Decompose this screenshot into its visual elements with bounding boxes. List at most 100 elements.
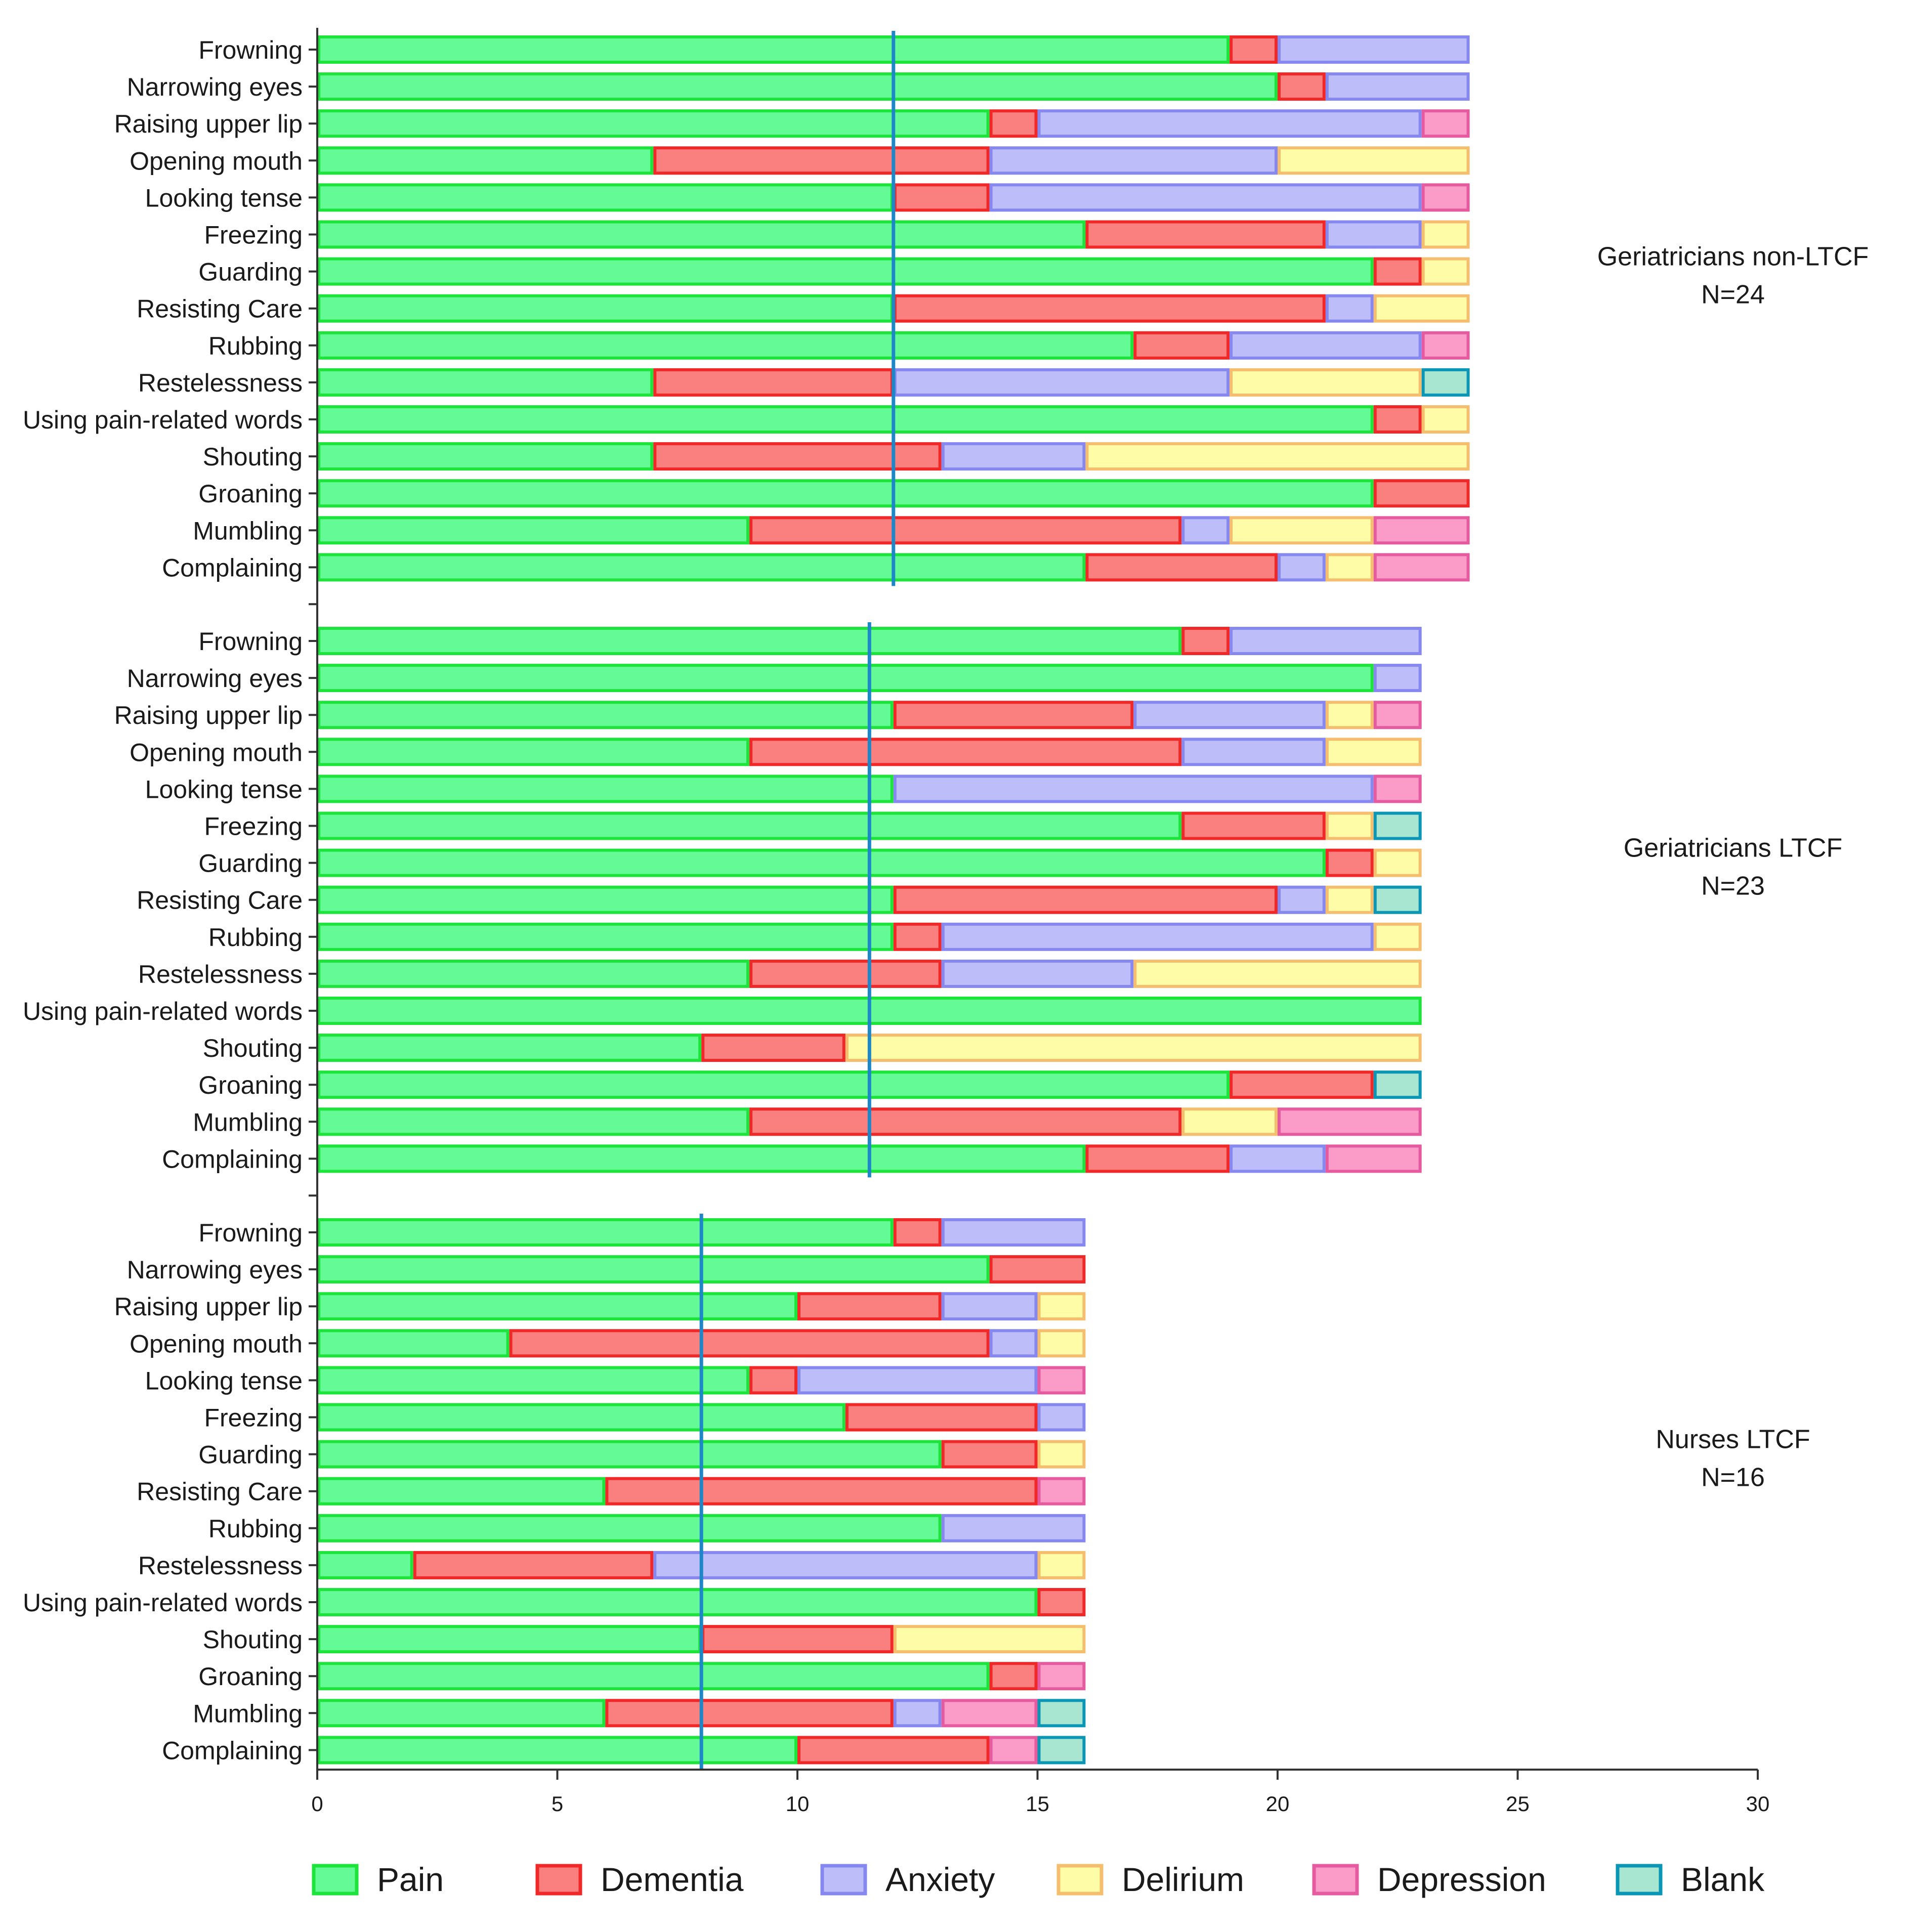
bar-anxiety-nurses-ltcf-rubbing bbox=[941, 1514, 1086, 1542]
bar-depression-geriatricians-non-ltcf-raising-upper-lip bbox=[1421, 109, 1470, 138]
bar-anxiety-geriatricians-non-ltcf-looking-tense bbox=[989, 183, 1422, 212]
bar-pain-nurses-ltcf-shouting bbox=[317, 1625, 702, 1654]
legend-swatch-pain bbox=[312, 1864, 359, 1896]
x-tick-label-30: 30 bbox=[1746, 1792, 1770, 1816]
bar-pain-geriatricians-ltcf-raising-upper-lip bbox=[317, 701, 894, 729]
bar-delirium-geriatricians-ltcf-freezing bbox=[1325, 811, 1374, 840]
bar-delirium-geriatricians-ltcf-restelessness bbox=[1133, 959, 1422, 988]
bar-dementia-geriatricians-non-ltcf-complaining bbox=[1085, 553, 1278, 582]
bar-delirium-geriatricians-non-ltcf-shouting bbox=[1085, 442, 1470, 471]
bar-anxiety-geriatricians-non-ltcf-resisting-care bbox=[1325, 294, 1374, 323]
category-label-nurses-ltcf-freezing: Freezing bbox=[204, 1404, 303, 1432]
bar-pain-geriatricians-non-ltcf-opening-mouth bbox=[317, 146, 654, 175]
bar-anxiety-geriatricians-non-ltcf-frowning bbox=[1278, 35, 1470, 64]
bar-blank-geriatricians-ltcf-groaning bbox=[1373, 1070, 1422, 1099]
bar-dementia-geriatricians-ltcf-rubbing bbox=[893, 922, 942, 951]
bar-delirium-geriatricians-ltcf-guarding bbox=[1373, 848, 1422, 877]
category-label-geriatricians-non-ltcf-groaning: Groaning bbox=[198, 480, 303, 508]
bar-pain-geriatricians-non-ltcf-guarding bbox=[317, 257, 1374, 286]
bar-dementia-geriatricians-ltcf-raising-upper-lip bbox=[893, 701, 1134, 729]
category-label-nurses-ltcf-rubbing: Rubbing bbox=[208, 1515, 303, 1543]
category-label-nurses-ltcf-restelessness: Restelessness bbox=[138, 1552, 303, 1580]
bar-pain-geriatricians-non-ltcf-narrowing-eyes bbox=[317, 72, 1278, 101]
category-label-geriatricians-non-ltcf-raising-upper-lip: Raising upper lip bbox=[114, 110, 303, 138]
bar-anxiety-geriatricians-non-ltcf-narrowing-eyes bbox=[1325, 72, 1470, 101]
bar-pain-geriatricians-ltcf-freezing bbox=[317, 811, 1182, 840]
bar-dementia-geriatricians-non-ltcf-restelessness bbox=[653, 368, 894, 397]
bar-anxiety-geriatricians-ltcf-frowning bbox=[1230, 627, 1422, 655]
bar-depression-nurses-ltcf-complaining bbox=[989, 1736, 1038, 1765]
bars-layer bbox=[317, 35, 1470, 1765]
category-label-geriatricians-non-ltcf-frowning: Frowning bbox=[198, 36, 303, 64]
bar-dementia-geriatricians-ltcf-frowning bbox=[1181, 627, 1230, 655]
group-size-nurses-ltcf: N=16 bbox=[1701, 1463, 1765, 1492]
group-label-nurses-ltcf: Nurses LTCF bbox=[1656, 1425, 1810, 1454]
category-label-geriatricians-ltcf-narrowing-eyes: Narrowing eyes bbox=[127, 664, 303, 693]
bar-dementia-nurses-ltcf-raising-upper-lip bbox=[797, 1292, 942, 1321]
bar-delirium-geriatricians-ltcf-opening-mouth bbox=[1325, 738, 1422, 766]
bar-depression-nurses-ltcf-looking-tense bbox=[1037, 1366, 1086, 1395]
bar-anxiety-nurses-ltcf-raising-upper-lip bbox=[941, 1292, 1038, 1321]
bar-pain-geriatricians-non-ltcf-restelessness bbox=[317, 368, 654, 397]
bar-dementia-geriatricians-non-ltcf-resisting-care bbox=[893, 294, 1326, 323]
bar-delirium-geriatricians-non-ltcf-restelessness bbox=[1230, 368, 1422, 397]
bar-pain-nurses-ltcf-looking-tense bbox=[317, 1366, 750, 1395]
bar-pain-nurses-ltcf-narrowing-eyes bbox=[317, 1255, 990, 1284]
category-label-nurses-ltcf-opening-mouth: Opening mouth bbox=[130, 1329, 303, 1358]
category-label-geriatricians-non-ltcf-shouting: Shouting bbox=[203, 443, 303, 471]
bar-dementia-geriatricians-non-ltcf-looking-tense bbox=[893, 183, 990, 212]
x-tick-label-15: 15 bbox=[1026, 1792, 1049, 1816]
legend-label-depression: Depression bbox=[1377, 1861, 1546, 1898]
bar-dementia-geriatricians-ltcf-guarding bbox=[1325, 848, 1374, 877]
bar-pain-geriatricians-ltcf-shouting bbox=[317, 1034, 702, 1062]
bar-dementia-nurses-ltcf-groaning bbox=[989, 1662, 1038, 1691]
bar-pain-geriatricians-non-ltcf-using-pain-related-words bbox=[317, 405, 1374, 434]
bar-pain-nurses-ltcf-rubbing bbox=[317, 1514, 942, 1542]
bar-dementia-geriatricians-non-ltcf-freezing bbox=[1085, 220, 1326, 249]
legend-layer: Pain Dementia Anxiety Delirium Depression Bla… bbox=[312, 1861, 1765, 1898]
bar-dementia-geriatricians-ltcf-freezing bbox=[1181, 811, 1326, 840]
category-label-geriatricians-non-ltcf-complaining: Complaining bbox=[162, 553, 303, 582]
category-label-geriatricians-non-ltcf-restelessness: Restelessness bbox=[138, 369, 303, 397]
legend-label-blank: Blank bbox=[1681, 1861, 1765, 1898]
bar-anxiety-nurses-ltcf-opening-mouth bbox=[989, 1329, 1038, 1358]
category-label-nurses-ltcf-narrowing-eyes: Narrowing eyes bbox=[127, 1256, 303, 1284]
bar-depression-nurses-ltcf-mumbling bbox=[941, 1699, 1038, 1728]
category-label-geriatricians-non-ltcf-using-pain-related-words: Using pain-related words bbox=[23, 406, 303, 434]
bar-anxiety-geriatricians-non-ltcf-complaining bbox=[1278, 553, 1326, 582]
bar-pain-geriatricians-non-ltcf-shouting bbox=[317, 442, 654, 471]
bar-blank-geriatricians-non-ltcf-restelessness bbox=[1421, 368, 1470, 397]
category-label-geriatricians-ltcf-mumbling: Mumbling bbox=[193, 1108, 303, 1136]
bar-pain-nurses-ltcf-using-pain-related-words bbox=[317, 1588, 1038, 1616]
category-label-geriatricians-ltcf-raising-upper-lip: Raising upper lip bbox=[114, 701, 303, 729]
bar-dementia-geriatricians-ltcf-mumbling bbox=[749, 1107, 1182, 1136]
bar-delirium-nurses-ltcf-guarding bbox=[1037, 1440, 1086, 1469]
bar-dementia-geriatricians-non-ltcf-mumbling bbox=[749, 516, 1182, 545]
category-label-nurses-ltcf-resisting-care: Resisting Care bbox=[137, 1478, 303, 1506]
bar-pain-geriatricians-non-ltcf-complaining bbox=[317, 553, 1086, 582]
bar-pain-nurses-ltcf-restelessness bbox=[317, 1551, 413, 1579]
bar-anxiety-geriatricians-non-ltcf-mumbling bbox=[1181, 516, 1230, 545]
category-label-geriatricians-ltcf-shouting: Shouting bbox=[203, 1034, 303, 1062]
bar-blank-geriatricians-ltcf-freezing bbox=[1373, 811, 1422, 840]
bar-anxiety-nurses-ltcf-looking-tense bbox=[797, 1366, 1038, 1395]
legend-label-anxiety: Anxiety bbox=[885, 1861, 995, 1898]
bar-anxiety-geriatricians-non-ltcf-restelessness bbox=[893, 368, 1230, 397]
bar-anxiety-nurses-ltcf-frowning bbox=[941, 1218, 1086, 1247]
bar-pain-geriatricians-ltcf-restelessness bbox=[317, 959, 750, 988]
bar-delirium-geriatricians-ltcf-shouting bbox=[845, 1034, 1422, 1062]
x-tick-label-5: 5 bbox=[552, 1792, 563, 1816]
bar-anxiety-nurses-ltcf-freezing bbox=[1037, 1403, 1086, 1432]
bar-dementia-nurses-ltcf-shouting bbox=[701, 1625, 894, 1654]
bar-depression-geriatricians-ltcf-raising-upper-lip bbox=[1373, 701, 1422, 729]
bar-dementia-nurses-ltcf-mumbling bbox=[605, 1699, 894, 1728]
bar-pain-geriatricians-ltcf-complaining bbox=[317, 1144, 1086, 1173]
bar-depression-nurses-ltcf-resisting-care bbox=[1037, 1477, 1086, 1506]
bar-delirium-geriatricians-non-ltcf-complaining bbox=[1325, 553, 1374, 582]
category-label-geriatricians-ltcf-using-pain-related-words: Using pain-related words bbox=[23, 997, 303, 1025]
category-label-geriatricians-ltcf-freezing: Freezing bbox=[204, 812, 303, 841]
category-label-geriatricians-ltcf-rubbing: Rubbing bbox=[208, 923, 303, 952]
bar-dementia-geriatricians-ltcf-groaning bbox=[1230, 1070, 1374, 1099]
